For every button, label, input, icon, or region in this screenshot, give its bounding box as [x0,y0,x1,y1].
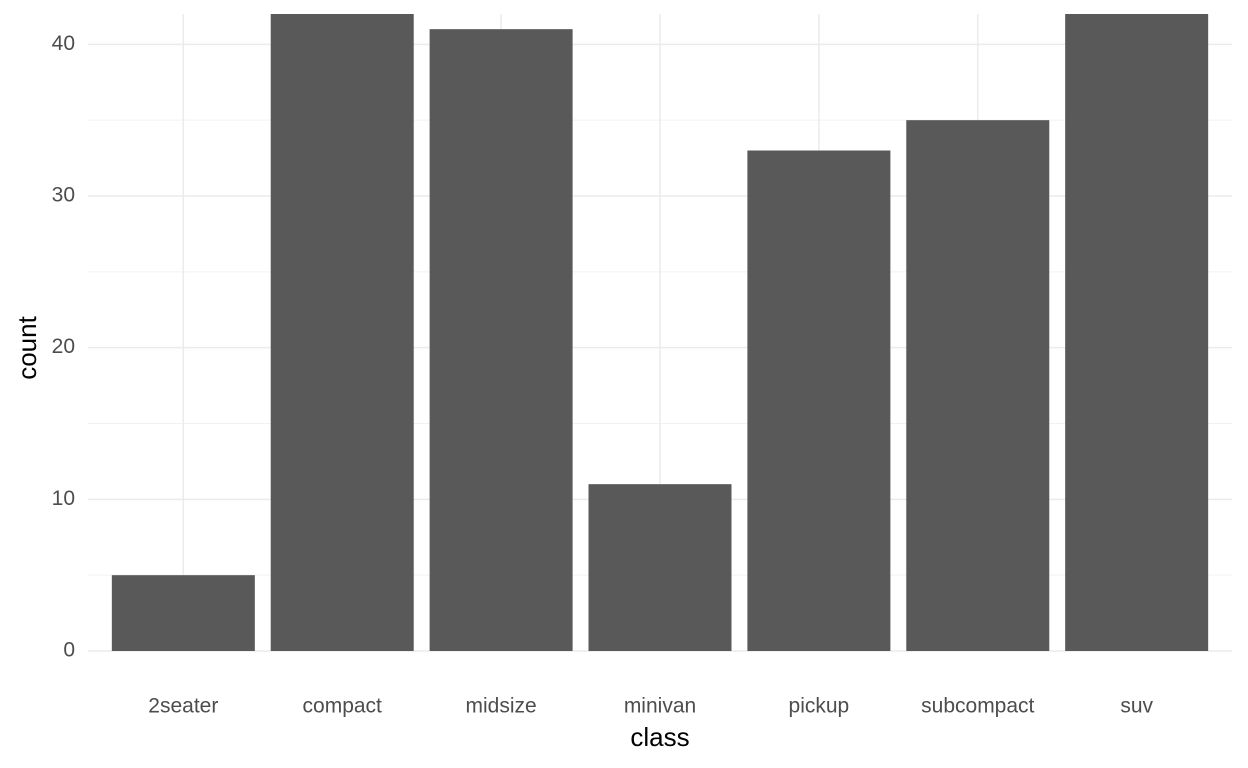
bar [429,29,573,651]
bar [588,484,732,651]
x-tick-label: 2seater [148,695,218,718]
y-tick-label: 30 [52,184,75,207]
bar [1065,14,1209,651]
bar [906,120,1050,651]
bar [747,150,891,651]
x-tick-label: subcompact [921,695,1034,718]
x-tick-label: minivan [624,695,696,718]
y-tick-label: 20 [52,335,75,358]
x-axis-title: class [630,722,689,752]
bar [111,575,255,651]
x-tick-label: pickup [789,695,850,718]
x-tick-label: midsize [466,695,537,718]
y-tick-label: 10 [52,487,75,510]
bar [270,14,414,651]
x-tick-label: suv [1120,695,1153,718]
y-axis-title: count [12,315,42,379]
y-tick-label: 40 [52,32,75,55]
y-tick-label: 0 [63,639,75,662]
x-tick-label: compact [303,695,383,718]
